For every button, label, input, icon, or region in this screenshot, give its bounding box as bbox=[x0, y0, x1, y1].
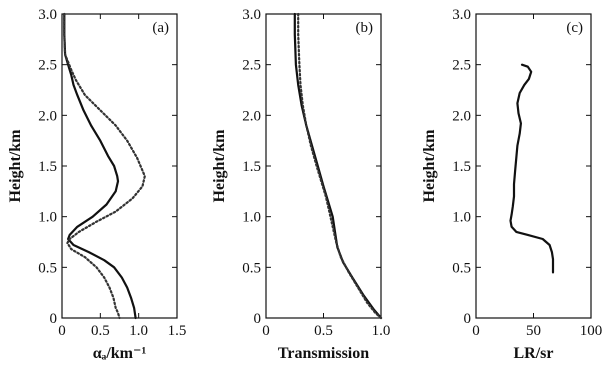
x-tick-label: 0 bbox=[472, 323, 480, 339]
x-axis-label: αₐ/km⁻¹ bbox=[93, 345, 147, 362]
y-tick-label: 2.5 bbox=[38, 58, 57, 74]
x-tick-label: 1.0 bbox=[129, 323, 148, 339]
y-tick-label: 3.0 bbox=[242, 7, 261, 23]
y-tick-label: 1.0 bbox=[242, 210, 261, 226]
plot-frame bbox=[61, 13, 178, 319]
x-tick-label: 0.5 bbox=[91, 323, 110, 339]
x-tick-label: 50 bbox=[526, 323, 541, 339]
y-tick-label: 2.0 bbox=[38, 108, 57, 124]
plot-frame bbox=[475, 13, 592, 319]
y-tick-label: 2.0 bbox=[452, 108, 471, 124]
y-tick-label: 2.5 bbox=[242, 58, 261, 74]
x-axis-label: LR/sr bbox=[514, 345, 554, 362]
y-tick-label: 1.0 bbox=[38, 210, 57, 226]
panel-3: 0 0.5 1.0 1.5 2.0 2.5 3.0 0 50 100 (c) Height/km LR/… bbox=[421, 7, 602, 362]
x-tick-label: 0.5 bbox=[314, 323, 333, 339]
x-tick-label: 1.0 bbox=[372, 323, 391, 339]
panel-1: 0 0.5 1.0 1.5 2.0 2.5 3.0 0 0.5 1.0 1.5 (a) Height/k… bbox=[7, 7, 186, 362]
y-tick-label: 0 bbox=[464, 311, 472, 327]
series-line-solid bbox=[293, 12, 383, 320]
x-tick-label: 100 bbox=[580, 323, 603, 339]
y-tick-label: 0 bbox=[50, 311, 58, 327]
y-tick-label: 1.5 bbox=[452, 159, 471, 175]
y-tick-label: 1.5 bbox=[242, 159, 261, 175]
series-line-solid bbox=[63, 12, 137, 320]
y-axis-label: Height/km bbox=[211, 129, 228, 203]
series-line-dotted bbox=[63, 12, 146, 320]
y-tick-label: 3.0 bbox=[452, 7, 471, 23]
y-tick-label: 0.5 bbox=[452, 260, 471, 276]
y-tick-label: 0 bbox=[254, 311, 262, 327]
y-axis-label: Height/km bbox=[421, 129, 438, 203]
y-tick-label: 2.5 bbox=[452, 58, 471, 74]
panel-label: (b) bbox=[356, 20, 374, 36]
y-tick-label: 0.5 bbox=[242, 260, 261, 276]
series-line-dotted bbox=[297, 12, 383, 320]
y-tick-label: 1.5 bbox=[38, 159, 57, 175]
plot-frame bbox=[265, 13, 382, 319]
y-axis-label: Height/km bbox=[7, 129, 24, 203]
series-line-solid bbox=[509, 63, 555, 274]
y-tick-label: 0.5 bbox=[38, 260, 57, 276]
panel-2: 0 0.5 1.0 1.5 2.0 2.5 3.0 0 0.5 1.0 (b) Height/km Tr… bbox=[211, 7, 390, 362]
x-tick-label: 0 bbox=[262, 323, 270, 339]
panel-label: (a) bbox=[152, 20, 169, 36]
panel-label: (c) bbox=[566, 20, 583, 36]
x-axis-label: Transmission bbox=[278, 345, 369, 362]
y-tick-label: 3.0 bbox=[38, 7, 57, 23]
y-tick-label: 2.0 bbox=[242, 108, 261, 124]
x-tick-label: 1.5 bbox=[168, 323, 187, 339]
x-tick-label: 0 bbox=[58, 323, 66, 339]
y-tick-label: 1.0 bbox=[452, 210, 471, 226]
